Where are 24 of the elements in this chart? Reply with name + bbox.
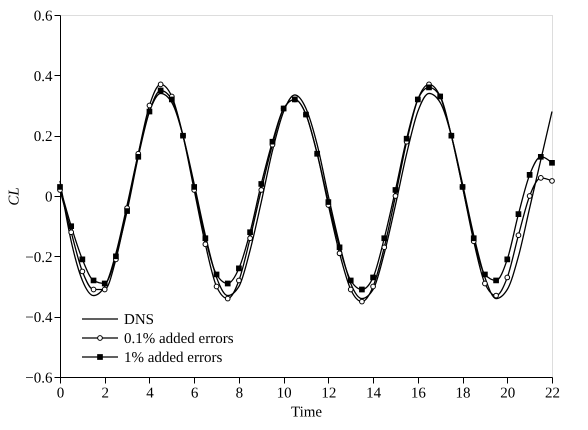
x-tick-label: 18 (456, 386, 471, 402)
x-tick-label: 22 (545, 386, 560, 402)
x-tick-label: 4 (146, 386, 154, 402)
y-tick-label: 0.2 (34, 129, 52, 146)
x-tick-label: 6 (190, 386, 199, 402)
x-tick-label: 12 (321, 386, 336, 402)
x-tick-label: 8 (236, 386, 244, 402)
x-tick-label: 0 (56, 386, 64, 402)
x-axis-title: Time (290, 404, 322, 420)
y-tick-label: −0.6 (25, 370, 53, 386)
y-axis-title: CL (6, 187, 22, 206)
y-tick-label: −0.2 (25, 250, 52, 266)
legend-label: 1% added errors (124, 350, 222, 366)
y-tick-label: 0 (45, 190, 52, 206)
legend-label: DNS (124, 312, 154, 328)
y-tick-label: −0.4 (25, 310, 53, 326)
legend-label: 0.1% added errors (124, 331, 234, 347)
x-tick-label: 14 (366, 386, 382, 402)
x-tick-label: 16 (410, 386, 426, 402)
y-tick-label: 0.6 (34, 8, 53, 24)
x-tick-label: 20 (500, 386, 516, 402)
y-tick-label: 0.4 (34, 68, 53, 85)
x-tick-label: 2 (101, 386, 109, 402)
x-tick-label: 10 (276, 386, 292, 402)
